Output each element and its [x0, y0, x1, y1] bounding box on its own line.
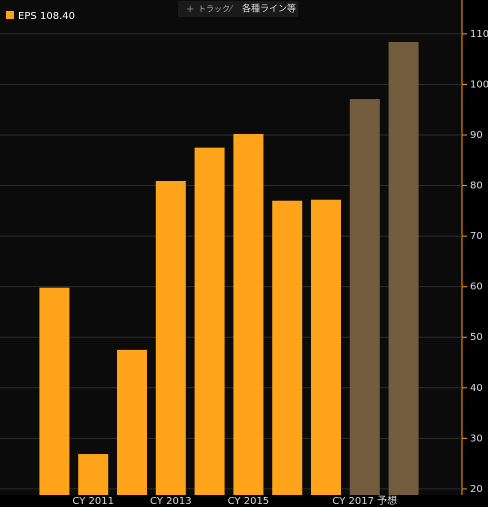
plot-area [0, 0, 462, 495]
toolbar-track[interactable]: トラック [198, 5, 230, 14]
y-tick-label: 70 [470, 231, 483, 242]
y-tick-label: 20 [470, 484, 483, 495]
bar [78, 454, 109, 495]
track-icon: + [186, 4, 194, 15]
bar [233, 133, 264, 495]
legend-swatch [6, 11, 14, 19]
y-tick-label: 80 [470, 181, 483, 192]
bar [39, 287, 70, 495]
legend-label: EPS [18, 11, 37, 22]
toolbar[interactable]: + トラック ⁄ 各種ライン等 [178, 1, 298, 17]
bar [155, 181, 186, 495]
x-tick-label: CY 2011 [72, 496, 114, 507]
bar [117, 349, 147, 495]
legend-value: 108.40 [40, 11, 75, 22]
y-tick-label: 40 [470, 383, 483, 394]
bar [194, 147, 225, 495]
y-tick-label: 30 [470, 433, 483, 444]
y-tick-label: 110 [470, 29, 488, 40]
y-tick-label: 50 [470, 332, 483, 343]
y-tick-label: 90 [470, 130, 483, 141]
line-icon: ⁄ [228, 4, 234, 15]
x-tick-label: CY 2017 予想 [332, 494, 397, 507]
bar [272, 200, 303, 495]
y-tick-label: 60 [470, 282, 483, 293]
bar [311, 199, 341, 495]
toolbar-bg [178, 1, 298, 17]
x-tick-label: CY 2015 [228, 496, 270, 507]
bar [388, 41, 419, 495]
toolbar-lines[interactable]: 各種ライン等 [242, 3, 296, 15]
x-tick-label: CY 2013 [150, 496, 192, 507]
bar [349, 99, 380, 495]
y-tick-label: 100 [470, 79, 488, 90]
